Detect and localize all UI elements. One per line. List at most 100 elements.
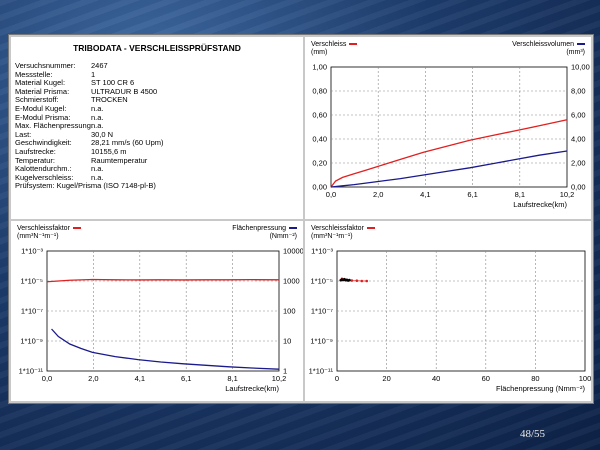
x-axis-label: Laufstrecke(km) — [225, 384, 279, 393]
x-tick-label: 100 — [579, 374, 591, 383]
legend-right-unit: (mm³) — [566, 49, 585, 56]
info-row: Schmierstoff: TROCKEN — [15, 95, 128, 104]
info-label: Max. Flächenpressung: — [15, 121, 93, 131]
slide-page-number: 48/55 — [520, 428, 546, 440]
legend-blue-marker — [289, 227, 297, 229]
x-tick-label: 80 — [531, 374, 539, 383]
series-line — [46, 278, 280, 283]
info-row: Material Prisma: ULTRADUR B 4500 — [15, 87, 157, 96]
y-tick-label-left: 1*10⁻¹¹ — [19, 367, 44, 376]
x-tick-label: 4,1 — [420, 190, 430, 199]
y-tick-label-left: 0,20 — [312, 159, 327, 168]
info-label: Material Prisma: — [15, 86, 70, 96]
legend-left-unit: (mm) — [311, 49, 328, 56]
info-row: Temperatur: Raumtemperatur — [15, 156, 147, 165]
info-row: E-Modul Kugel: n.a. — [15, 104, 104, 113]
legend-left-label: Verschleissfaktor — [311, 225, 364, 232]
info-row: Material Kugel: ST 100 CR 6 — [15, 78, 134, 87]
x-tick-label: 0,0 — [326, 190, 336, 199]
x-tick-label: 10,2 — [560, 190, 575, 199]
y-tick-label-right: 4,00 — [571, 135, 586, 144]
x-tick-label: 40 — [432, 374, 440, 383]
legend-right-label: Verschleissvolumen — [512, 41, 574, 48]
info-value: 30,0 N — [91, 129, 114, 139]
y-tick-label-left: 0,60 — [312, 111, 327, 120]
wear-chart: 0,0 2,0 4,1 6,1 8,1 10,20,000,200,400,600,801… — [312, 63, 590, 210]
x-tick-label: 10,2 — [272, 374, 287, 383]
data-point — [348, 278, 351, 282]
y-tick-label-left: 1*10⁻⁷ — [311, 307, 333, 316]
report-sheet: TRIBODATA - VERSCHLEISSPRÜFSTAND Versuch… — [8, 34, 594, 404]
series-line — [330, 119, 568, 188]
y-tick-label-left: 1*10⁻³ — [311, 247, 333, 256]
legend-left-label: Verschleiss — [311, 41, 347, 48]
info-value: n.a. — [91, 172, 104, 182]
info-value: ULTRADUR B 4500 — [91, 86, 158, 96]
x-tick-label: 8,1 — [515, 190, 525, 199]
info-label: Prüfsystem: Kugel/Prisma (ISO 7148-pl-B) — [15, 181, 156, 191]
legend-red-marker — [72, 227, 81, 229]
y-tick-label-left: 1,00 — [312, 63, 327, 72]
plot-area — [330, 66, 568, 188]
x-tick-label: 6,1 — [181, 374, 191, 383]
y-tick-label-right: 100 — [283, 307, 296, 316]
x-tick-label: 4,1 — [135, 374, 145, 383]
info-value: 10155,6 m — [91, 147, 127, 156]
y-tick-label-right: 1000 — [283, 277, 300, 286]
info-row: Geschwindigkeit: 28,21 mm/s (60 Upm) — [15, 138, 164, 147]
info-value: n.a. — [91, 104, 104, 113]
x-tick-label: 0,0 — [42, 374, 52, 383]
legend-right-label: Flächenpressung — [232, 225, 286, 232]
y-tick-label-right: 10,00 — [571, 63, 590, 72]
info-value: 1 — [91, 69, 96, 79]
x-axis-label: Laufstrecke(km) — [513, 200, 567, 209]
legend-red-marker — [349, 43, 358, 45]
info-row: Prüfsystem: Kugel/Prisma (ISO 7148-pl-B) — [15, 181, 156, 190]
y-tick-label-right: 6,00 — [571, 111, 586, 120]
legend-left-unit: (mm³N⁻¹m⁻¹) — [311, 233, 353, 240]
pressure-chart-panel: Verschleissfaktor (mm³N⁻¹m⁻¹) 0 20 40 60 80 1… — [305, 221, 591, 401]
info-label: Versuchsnummer: — [15, 61, 76, 70]
x-tick-label: 8,1 — [227, 374, 237, 383]
info-value: 2467 — [91, 61, 108, 70]
y-tick-label-left: 0,80 — [312, 87, 327, 96]
info-row: Messstelle: 1 — [15, 70, 95, 79]
info-label: Last: — [15, 129, 32, 139]
info-value: n.a. — [91, 164, 104, 174]
wear-factor-chart-panel: Verschleissfaktor (mm³N⁻¹m⁻¹) Flächenpre… — [11, 221, 303, 401]
legend-red-marker — [366, 227, 375, 229]
info-value: 28,21 mm/s (60 Upm) — [91, 138, 164, 148]
legend-left: Verschleissfaktor (mm³N⁻¹m⁻¹) — [311, 225, 375, 241]
x-tick-label: 0 — [335, 374, 339, 383]
x-tick-label: 60 — [482, 374, 490, 383]
info-value: ST 100 CR 6 — [91, 78, 135, 88]
y-tick-label-left: 1*10⁻¹¹ — [309, 367, 334, 376]
info-value: n.a. — [91, 121, 104, 131]
info-label: Geschwindigkeit: — [15, 138, 72, 148]
report-title: TRIBODATA - VERSCHLEISSPRÜFSTAND — [73, 43, 241, 53]
info-row: Kugelverschleiss: n.a. — [15, 173, 104, 182]
info-value: TROCKEN — [91, 95, 128, 105]
info-value: Raumtemperatur — [91, 155, 148, 165]
x-axis-label: Flächenpressung (Nmm⁻²) — [496, 384, 585, 393]
legend-left-unit: (mm³N⁻¹m⁻¹) — [17, 233, 59, 240]
y-tick-label-left: 1*10⁻⁵ — [21, 277, 44, 286]
info-row: Kalottendurchm.: n.a. — [15, 164, 104, 173]
y-tick-label-left: 0,40 — [312, 135, 327, 144]
x-tick-label: 2,0 — [373, 190, 383, 199]
legend-left-label: Verschleissfaktor — [17, 225, 70, 232]
wear-chart-panel: Verschleiss (mm) Verschleissvolumen (mm³… — [305, 37, 591, 219]
info-label: Messstelle: — [15, 69, 53, 79]
info-row: Versuchsnummer: 2467 — [15, 61, 108, 70]
series-line — [51, 328, 280, 370]
y-tick-label-right: 2,00 — [571, 159, 586, 168]
series-line — [330, 150, 568, 188]
info-row: Laufstrecke: 10155,6 m — [15, 147, 126, 156]
x-tick-label: 20 — [382, 374, 390, 383]
info-label: Kalottendurchm.: — [15, 164, 72, 174]
wear-factor-chart: 0,0 2,0 4,1 6,1 8,1 10,2 1*10⁻³ 1*10⁻⁵ 1*10⁻⁷ 1*1… — [19, 247, 303, 394]
info-label: Laufstrecke: — [15, 147, 56, 156]
legend-blue-marker — [577, 43, 585, 45]
legend-right: Flächenpressung (Nmm⁻²) — [232, 225, 297, 241]
legend-left: Verschleiss (mm) — [311, 41, 358, 57]
